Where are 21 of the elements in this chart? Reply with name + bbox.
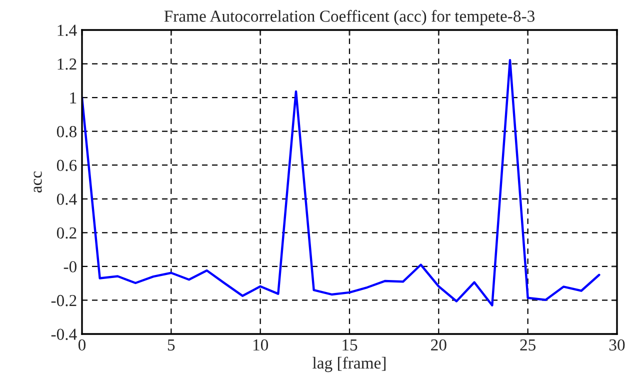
y-tick-label: 0.6 <box>56 160 77 172</box>
chart-title: Frame Autocorrelation Coefficent (acc) for tempete-8-3 <box>164 10 534 26</box>
x-tick-label: 10 <box>253 339 268 351</box>
y-tick-label: -0.4 <box>51 328 77 340</box>
y-tick-label: 1.4 <box>58 24 77 36</box>
y-axis-title: acc <box>34 171 42 193</box>
y-tick-label: 1 <box>70 92 76 104</box>
x-tick-label: 30 <box>609 339 625 351</box>
x-axis-title: lag [frame] <box>312 356 386 372</box>
y-tick-label: -0 <box>64 261 77 272</box>
y-tick-label: 0.4 <box>56 194 77 205</box>
y-tick-label: 0.8 <box>56 126 77 138</box>
x-tick-label: 15 <box>342 339 358 351</box>
y-tick-label: 0.2 <box>56 227 76 239</box>
x-tick-label: 25 <box>520 339 536 351</box>
y-tick-label: 1.2 <box>58 58 76 70</box>
line-series <box>82 58 600 306</box>
x-tick-label: 0 <box>78 339 86 351</box>
y-tick-label: -0.2 <box>51 294 76 306</box>
x-tick-label: 5 <box>168 340 175 351</box>
x-tick-label: 20 <box>431 339 446 351</box>
